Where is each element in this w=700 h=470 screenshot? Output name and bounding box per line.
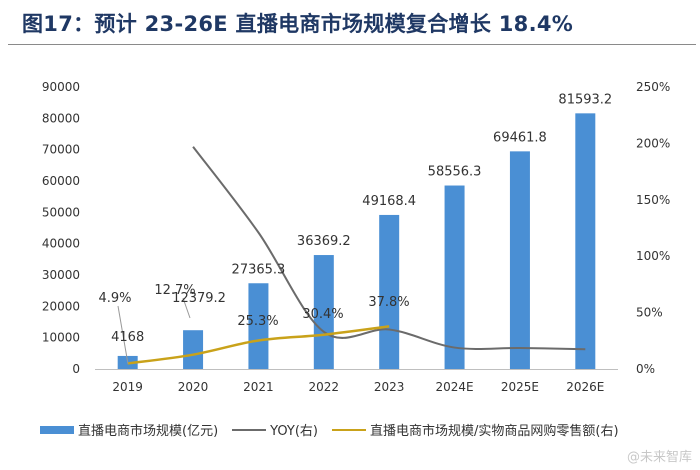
bar-data-label: 36369.2	[297, 234, 351, 249]
ratio-data-label: 4.9%	[98, 291, 131, 306]
bar-data-label: 49168.4	[362, 194, 416, 209]
bar	[313, 255, 334, 369]
left-axis-tick: 20000	[42, 299, 80, 313]
left-axis-tick: 70000	[42, 143, 80, 157]
x-axis-tick: 2019	[112, 380, 143, 394]
title-divider	[8, 44, 696, 45]
chart-area: 0 10000 20000 30000 40000 50000 60000 70000 8000…	[42, 80, 671, 394]
legend-label: YOY(右)	[270, 424, 318, 439]
legend-swatch-yoy	[232, 428, 267, 431]
legend-item-bar: 直播电商市场规模(亿元)	[40, 420, 218, 439]
x-axis-tick: 2026E	[566, 380, 604, 394]
bar	[379, 214, 400, 369]
right-axis-tick: 200%	[636, 136, 670, 150]
x-axis-tick: 2025E	[501, 380, 539, 394]
bar-data-label: 27365.3	[232, 262, 286, 277]
legend-swatch-ratio	[332, 428, 366, 431]
legend: 直播电商市场规模(亿元) YOY(右) 直播电商市场规模/实物商品网购零售额(右…	[40, 420, 633, 439]
legend-item-ratio: 直播电商市场规模/实物商品网购零售额(右)	[332, 420, 619, 439]
left-axis-tick: 50000	[42, 205, 80, 219]
left-axis-tick: 60000	[42, 174, 80, 188]
bar-data-label: 12379.2	[172, 291, 226, 306]
bar-data-label: 81593.2	[558, 92, 612, 107]
legend-item-yoy: YOY(右)	[232, 420, 318, 439]
ratio-data-label: 30.4%	[302, 307, 343, 322]
x-axis-tick: 2022	[309, 380, 340, 394]
ratio-data-label: 25.3%	[237, 314, 278, 329]
bar	[248, 283, 269, 369]
bar-data-label: 58556.3	[428, 165, 482, 180]
left-axis-tick: 10000	[42, 331, 80, 345]
left-axis-tick: 0	[72, 362, 80, 376]
right-axis-tick: 150%	[636, 193, 670, 207]
bar-data-label: 69461.8	[493, 130, 547, 145]
x-axis-tick: 2020	[178, 380, 209, 394]
bar	[509, 151, 530, 369]
ratio-line	[127, 325, 390, 365]
x-axis-tick: 2023	[374, 380, 405, 394]
right-axis-tick: 100%	[636, 249, 670, 263]
left-axis-tick: 40000	[42, 237, 80, 251]
ratio-data-label: 12.7%	[154, 283, 195, 298]
left-axis-tick: 80000	[42, 111, 80, 125]
yoy-line	[192, 146, 586, 351]
left-axis-tick: 90000	[42, 80, 80, 94]
leader-line	[182, 297, 191, 319]
chart-title: 图17：预计 23-26E 直播电商市场规模复合增长 18.4%	[22, 12, 574, 36]
bar-data-label: 4168	[111, 330, 144, 345]
legend-swatch-bar	[40, 425, 74, 434]
x-axis-tick: 2021	[243, 380, 274, 394]
bar	[183, 330, 204, 369]
bar	[575, 113, 596, 369]
left-axis-tick: 30000	[42, 268, 80, 282]
right-axis-tick: 50%	[636, 306, 663, 320]
bar	[444, 185, 465, 369]
right-axis-tick: 0%	[636, 362, 655, 376]
leader-line	[117, 305, 129, 365]
legend-label: 直播电商市场规模/实物商品网购零售额(右)	[370, 424, 619, 439]
right-axis-tick: 250%	[636, 80, 670, 94]
legend-label: 直播电商市场规模(亿元)	[78, 424, 219, 439]
watermark: @未来智库	[626, 450, 692, 465]
x-axis-tick: 2024E	[436, 380, 474, 394]
ratio-data-label: 37.8%	[368, 295, 409, 310]
